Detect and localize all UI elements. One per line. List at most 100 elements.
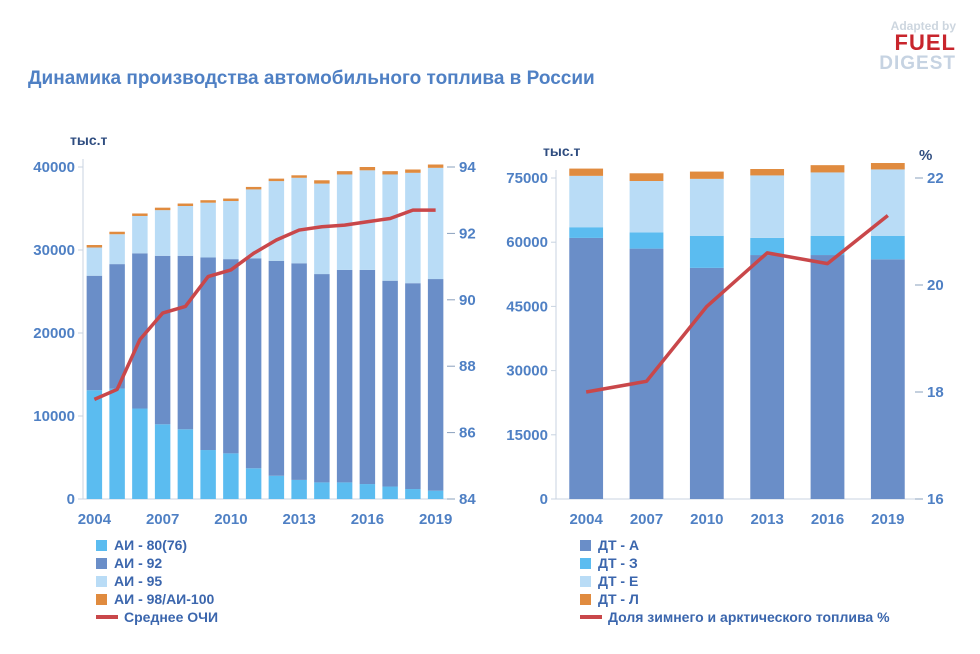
right-x-tick-label: 2013 — [750, 511, 783, 528]
left-bar-аи-95-2013 — [291, 177, 307, 264]
right-bar-дт-е-2010 — [689, 178, 724, 236]
legend-label: АИ - 95 — [114, 573, 163, 589]
legend-color-swatch — [580, 575, 591, 587]
left-bar-аи-80-76-2007 — [154, 424, 171, 499]
left-bar-аи-95-2011 — [245, 189, 262, 259]
left-bar-аи-80-76-2011 — [245, 468, 262, 499]
gasoline-legend: АИ - 80(76) АИ - 92 АИ - 95 АИ - 98/АИ-100 С… — [96, 536, 218, 626]
left-bar-аи-98-аи-100-2016 — [359, 167, 376, 171]
legend-color-swatch — [580, 539, 591, 551]
left-bar-аи-92-2018 — [405, 283, 421, 490]
left-bar-аи-98-аи-100-2010 — [223, 198, 239, 202]
left-bar-аи-80-76-2010 — [223, 453, 239, 499]
left-bar-аи-92-2009 — [200, 257, 216, 451]
left-bar-аи-95-2005 — [109, 234, 125, 265]
legend-label: ДТ - Е — [598, 573, 639, 589]
legend-item: АИ - 95 — [96, 572, 218, 590]
left-bar-аи-98-аи-100-2014 — [314, 180, 330, 184]
right-bar-дт-з-2019 — [870, 235, 905, 260]
right-bar-дт-а-2013 — [750, 255, 785, 499]
left-y2-tick-label: 92 — [459, 225, 476, 242]
right-bar-дт-а-2010 — [689, 267, 724, 499]
right-bar-дт-л-2007 — [629, 173, 664, 181]
right-bar-дт-з-2016 — [810, 235, 845, 256]
right-y-tick-label: 0 — [540, 491, 548, 508]
left-x-tick-label: 2004 — [78, 511, 112, 528]
legend-item: Доля зимнего и арктического топлива % — [580, 608, 890, 626]
left-bar-аи-92-2017 — [382, 280, 398, 487]
left-bar-аи-98-аи-100-2009 — [200, 200, 216, 203]
right-bar-дт-л-2004 — [569, 168, 604, 176]
diesel-legend: ДТ - А ДТ - З ДТ - Е ДТ - Л Доля зимнего и а… — [580, 536, 890, 626]
right-y-tick-label: 45000 — [506, 298, 548, 315]
legend-item: ДТ - Л — [580, 590, 890, 608]
legend-color-swatch — [96, 593, 107, 605]
left-bar-аи-80-76-2012 — [268, 475, 285, 499]
logo-digest-text: DIGEST — [879, 53, 956, 74]
left-y-tick-label: 0 — [67, 491, 75, 508]
right-x-tick-label: 2010 — [690, 511, 723, 528]
left-y-tick-label: 20000 — [33, 325, 75, 342]
left-bar-аи-98-аи-100-2005 — [109, 231, 125, 235]
legend-item: ДТ - А — [580, 536, 890, 554]
left-bar-аи-98-аи-100-2019 — [427, 164, 444, 168]
page-title: Динамика производства автомобильного топ… — [28, 68, 595, 89]
left-bar-аи-98-аи-100-2013 — [291, 175, 307, 178]
left-bar-аи-95-2015 — [336, 174, 353, 270]
left-bar-аи-80-76-2017 — [382, 486, 398, 499]
right-bar-дт-е-2004 — [569, 175, 604, 228]
legend-color-swatch — [580, 557, 591, 569]
right-y-unit-label: тыс.т — [543, 143, 580, 159]
legend-label: ДТ - А — [598, 537, 640, 553]
left-bar-аи-98-аи-100-2015 — [336, 171, 353, 175]
right-y2-tick-label: 22 — [927, 170, 944, 187]
left-bar-аи-95-2010 — [223, 201, 239, 260]
left-bar-аи-98-аи-100-2017 — [382, 171, 398, 175]
right-y2-tick-label: 20 — [927, 277, 944, 294]
left-y2-tick-label: 88 — [459, 358, 476, 375]
legend-label: Среднее ОЧИ — [124, 609, 219, 625]
left-bar-аи-95-2014 — [314, 183, 330, 275]
left-bar-аи-95-2007 — [154, 210, 171, 256]
left-bar-аи-80-76-2004 — [86, 390, 103, 499]
left-bar-аи-80-76-2019 — [427, 490, 444, 499]
left-bar-аи-95-2009 — [200, 202, 216, 258]
right-y-tick-label: 75000 — [506, 170, 548, 187]
left-bar-аи-92-2006 — [132, 253, 148, 409]
left-bar-аи-92-2012 — [268, 260, 285, 476]
left-bar-аи-80-76-2006 — [132, 408, 148, 499]
right-line-доля-зимнего-и-арктического-топлива — [585, 214, 889, 394]
legend-line-swatch — [580, 615, 602, 619]
left-bar-аи-95-2019 — [427, 167, 444, 280]
left-bar-аи-98-аи-100-2012 — [268, 178, 285, 182]
left-bar-аи-92-2019 — [427, 279, 444, 491]
left-bar-аи-92-2013 — [291, 263, 307, 480]
left-y-tick-label: 40000 — [33, 159, 75, 176]
left-bar-аи-92-2007 — [154, 255, 171, 425]
left-bar-аи-80-76-2009 — [200, 450, 216, 499]
left-x-tick-label: 2016 — [351, 511, 384, 528]
left-bar-аи-92-2014 — [314, 274, 330, 483]
legend-color-swatch — [96, 575, 107, 587]
left-bar-аи-80-76-2014 — [314, 482, 330, 499]
right-x-tick-label: 2016 — [811, 511, 844, 528]
left-bar-аи-80-76-2008 — [177, 429, 194, 499]
left-bar-аи-95-2006 — [132, 215, 148, 254]
left-bar-аи-80-76-2018 — [405, 489, 421, 499]
legend-item: Среднее ОЧИ — [96, 608, 218, 626]
right-x-tick-label: 2007 — [630, 511, 663, 528]
logo-adapted-text: Adapted by — [890, 19, 956, 33]
legend-item: АИ - 98/АИ-100 — [96, 590, 218, 608]
fuel-digest-logo: Adapted by FUEL DIGEST — [879, 20, 956, 73]
left-bar-аи-80-76-2015 — [336, 482, 353, 499]
left-bar-аи-92-2016 — [359, 269, 376, 485]
legend-color-swatch — [580, 593, 591, 605]
right-bar-дт-а-2007 — [629, 248, 664, 499]
legend-label: АИ - 98/АИ-100 — [114, 591, 215, 607]
left-bar-аи-98-аи-100-2018 — [405, 169, 421, 173]
left-bar-аи-92-2005 — [109, 264, 125, 389]
left-bar-аи-95-2008 — [177, 206, 194, 256]
legend-label: ДТ - З — [598, 555, 638, 571]
left-y-unit-label: тыс.т — [70, 132, 107, 148]
left-x-tick-label: 2019 — [419, 511, 452, 528]
